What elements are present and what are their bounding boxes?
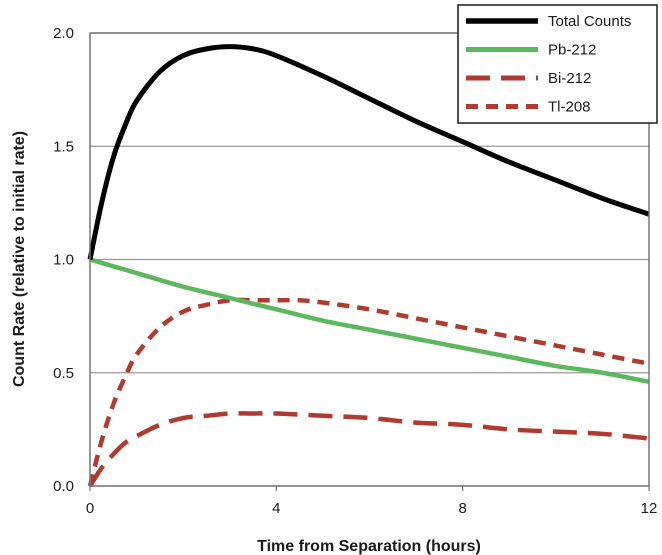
legend-box xyxy=(457,4,658,124)
legend: Total Counts Pb-212 Bi-212 Tl-208 xyxy=(457,4,658,124)
series-line-tl-208 xyxy=(87,297,650,487)
legend-label: Bi-212 xyxy=(548,70,591,87)
x-tick-label: 0 xyxy=(86,500,94,517)
series-line-pb-212 xyxy=(89,257,650,385)
legend-label: Pb-212 xyxy=(548,42,596,59)
series-line-total-counts xyxy=(87,44,650,261)
legend-label: Total Counts xyxy=(548,13,631,30)
y-tick-label: 0.0 xyxy=(53,478,74,495)
x-tick-label: 8 xyxy=(458,500,466,517)
x-axis-title: Time from Separation (hours) xyxy=(257,538,481,555)
y-tick-label: 0.5 xyxy=(53,365,74,382)
tick-layer: 0.0 0.5 1.0 1.5 2.0 0 4 8 12 xyxy=(53,25,657,517)
y-axis-title: Count Rate (relative to initial rate) xyxy=(11,131,28,387)
plot-area-frame xyxy=(89,32,650,487)
x-tick-label: 4 xyxy=(272,500,280,517)
y-tick-label: 1.0 xyxy=(53,252,74,269)
y-tick-label: 2.0 xyxy=(53,25,74,42)
y-tick-label: 1.5 xyxy=(53,138,74,155)
series-layer xyxy=(87,44,650,488)
series-line-bi-212 xyxy=(88,411,650,488)
legend-label: Tl-208 xyxy=(548,99,591,116)
x-tick-label: 12 xyxy=(641,500,658,517)
